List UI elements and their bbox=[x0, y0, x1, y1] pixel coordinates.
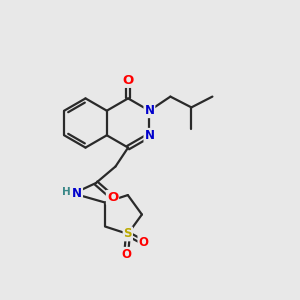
Text: N: N bbox=[144, 104, 154, 117]
Text: H: H bbox=[61, 187, 70, 197]
Text: O: O bbox=[138, 236, 148, 249]
Text: S: S bbox=[124, 227, 132, 240]
Text: O: O bbox=[107, 191, 118, 204]
Text: N: N bbox=[72, 187, 82, 200]
Text: O: O bbox=[121, 248, 131, 261]
Text: N: N bbox=[144, 129, 154, 142]
Text: O: O bbox=[122, 74, 134, 87]
